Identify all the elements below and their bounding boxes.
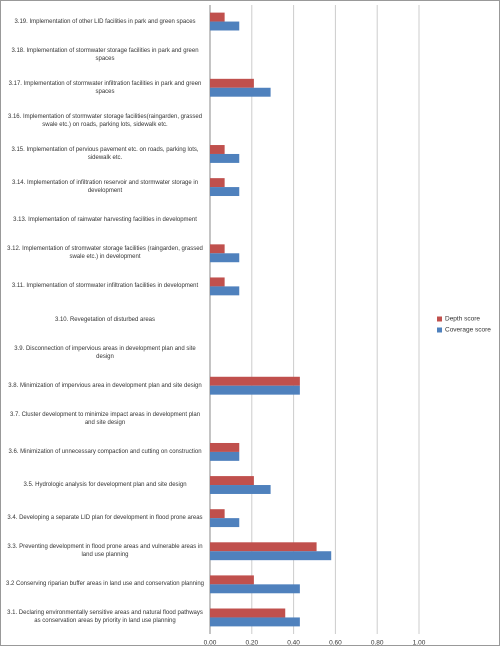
y-tick-label: 3.4. Developing a separate LID plan for … <box>7 515 203 522</box>
bar <box>210 12 225 22</box>
y-tick-label: 3.6. Minimization of unnecessary compact… <box>8 448 202 455</box>
y-tick-label: 3.2 Conserving riparian buffer areas in … <box>5 581 205 588</box>
x-tick-label: 0.40 <box>287 640 300 645</box>
bar <box>210 153 240 163</box>
bar <box>210 187 240 197</box>
y-tick-label: 3.10. Revegetation of disturbed areas <box>54 316 156 323</box>
x-tick-label: 0.60 <box>329 640 342 645</box>
x-tick-label: 1.00 <box>413 640 426 645</box>
bar <box>210 509 225 519</box>
x-tick-label: 0.20 <box>245 640 258 645</box>
bar <box>210 21 240 31</box>
x-tick-label: 0.00 <box>204 640 217 645</box>
x-tick-label: 0.80 <box>371 640 384 645</box>
bar <box>210 608 286 618</box>
legend-swatch <box>437 327 442 333</box>
bar <box>210 518 240 528</box>
bar <box>210 476 254 486</box>
bar <box>210 442 240 452</box>
y-tick-label: 3.19. Implementation of other LID facili… <box>14 18 196 25</box>
y-tick-label: 3.8. Minimization of impervious area in … <box>8 382 202 389</box>
y-tick-label: 3.12. Implementation of stromwater stora… <box>7 246 203 261</box>
bar <box>210 253 240 263</box>
y-tick-label: 3.5. Hydrologic analysis for development… <box>23 482 187 489</box>
bar <box>210 385 300 395</box>
y-tick-label: 3.16. Implementation of stormwater stora… <box>7 113 203 128</box>
bar <box>210 244 225 254</box>
y-tick-label: 3.15. Implementation of pervious pavemen… <box>11 146 199 161</box>
legend-swatch <box>437 316 442 322</box>
bar <box>210 451 240 461</box>
bar <box>210 145 225 154</box>
y-tick-label: 3.3. Preventing development in flood pro… <box>7 544 203 559</box>
y-tick-label: 3.17. Implementation of stormwater infil… <box>8 80 202 95</box>
bar <box>210 485 271 494</box>
y-tick-label: 3.18. Implementation of stormwater stora… <box>11 47 199 62</box>
bar <box>210 87 271 97</box>
bar <box>210 575 254 585</box>
legend-label: Coverage score <box>445 327 491 334</box>
legend-label: Depth score <box>445 316 480 323</box>
y-tick-label: 3.9. Disconnection of impervious areas i… <box>14 345 196 360</box>
bar <box>210 277 225 287</box>
y-tick-label: 3.11. Implementation of stormwater infil… <box>11 283 199 290</box>
bar <box>210 542 317 552</box>
bar <box>210 78 254 88</box>
y-tick-label: 3.7. Cluster development to minimize imp… <box>9 411 201 426</box>
bar <box>210 376 300 386</box>
bar <box>210 286 240 296</box>
bar <box>210 584 300 594</box>
bar <box>210 617 300 627</box>
y-tick-label: 3.1. Declaring environmentally sensitive… <box>7 610 203 625</box>
y-tick-label: 3.14. Implementation of infiltration res… <box>11 180 199 195</box>
y-tick-label: 3.13. Implementation of rainwater harves… <box>13 217 197 224</box>
bar <box>210 551 332 561</box>
bar <box>210 178 225 188</box>
